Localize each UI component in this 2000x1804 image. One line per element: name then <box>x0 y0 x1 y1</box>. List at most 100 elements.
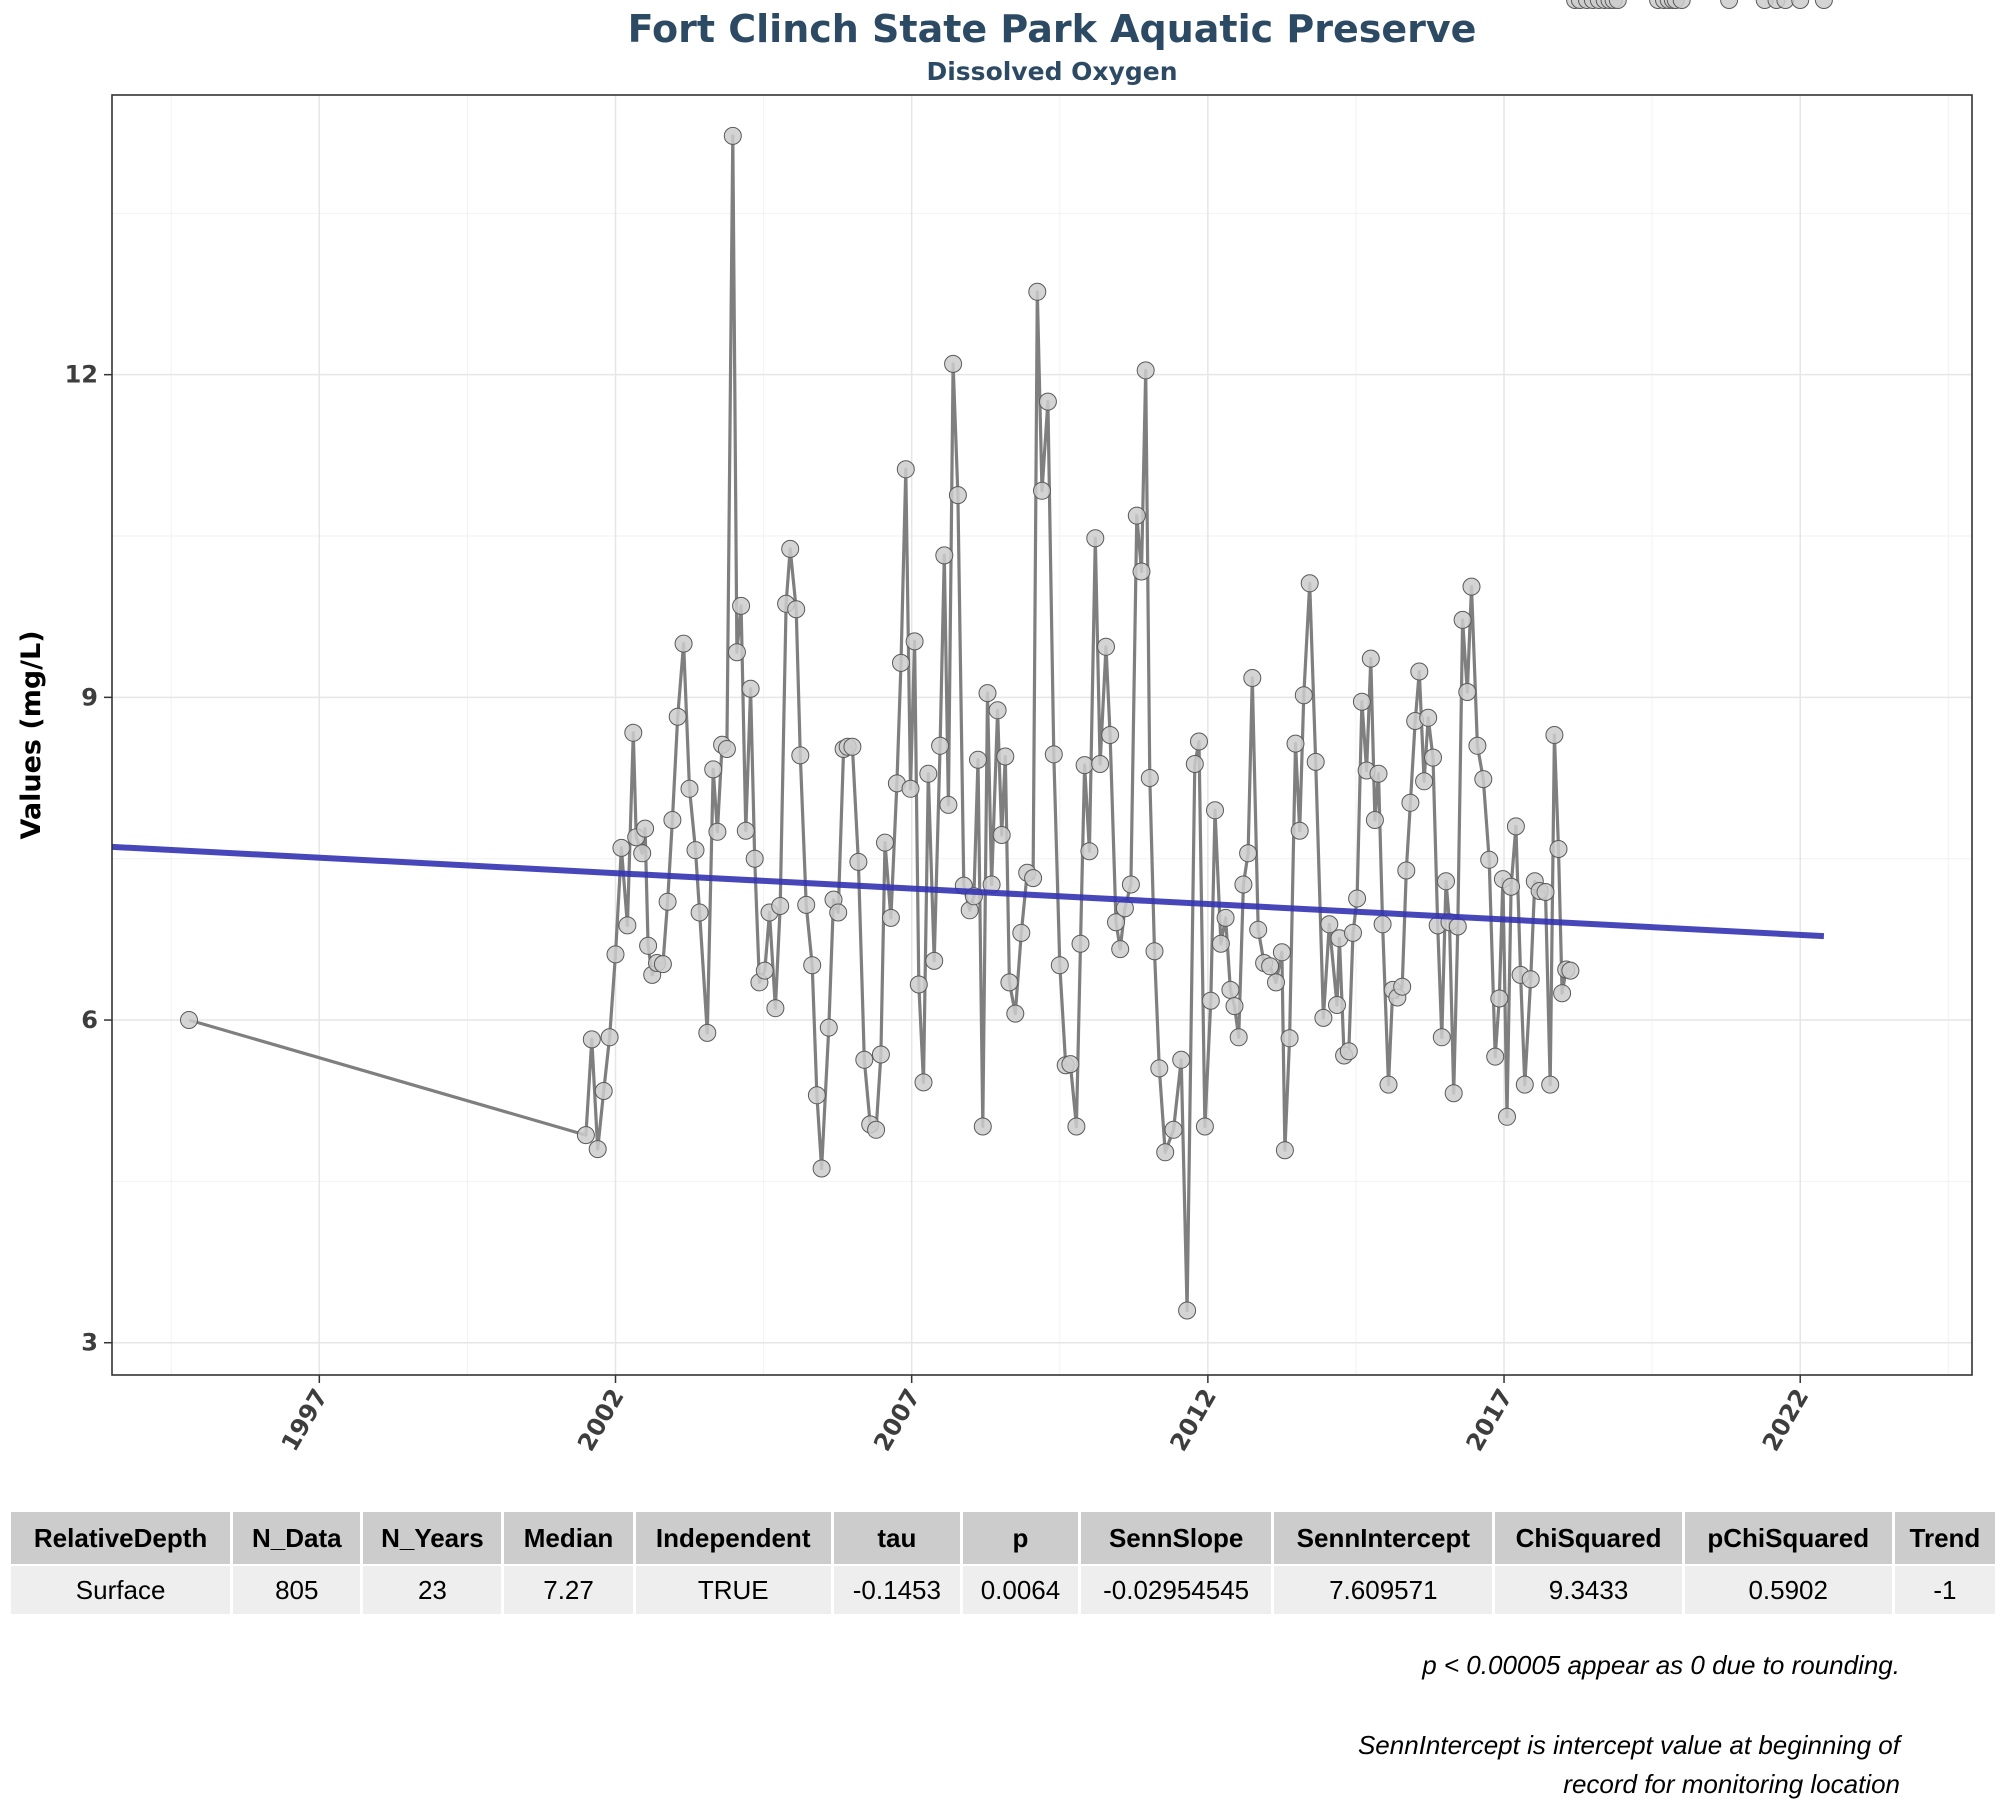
data-point <box>1050 956 1069 975</box>
data-point <box>925 951 944 970</box>
data-point <box>1185 755 1204 773</box>
data-point <box>698 1023 717 1042</box>
data-point <box>1352 692 1371 711</box>
data-point <box>1545 726 1564 744</box>
data-point <box>896 460 915 479</box>
data-point <box>1086 529 1105 548</box>
data-point <box>1294 686 1313 705</box>
data-point <box>1000 973 1019 992</box>
data-point <box>1401 793 1420 812</box>
data-point <box>876 833 894 852</box>
data-point <box>624 723 643 742</box>
data-point <box>663 811 682 829</box>
y-tick-label: 3 <box>81 1329 98 1357</box>
x-axis: 1997 2002 2007 2012 2017 2022 <box>276 1375 1814 1456</box>
data-point <box>992 826 1011 844</box>
data-point <box>812 1159 831 1178</box>
data-point <box>819 1018 838 1037</box>
data-point <box>723 126 742 145</box>
data-point <box>892 653 910 672</box>
data-point <box>717 740 736 758</box>
data-point <box>1553 984 1572 1003</box>
data-point <box>1267 973 1285 992</box>
data-point <box>871 1045 890 1064</box>
data-point <box>1608 0 1627 9</box>
data-point <box>1121 875 1140 894</box>
data-point <box>1393 977 1412 996</box>
data-point <box>1453 610 1472 629</box>
data-point <box>939 795 958 814</box>
stats-cell-n_years: 23 <box>363 1564 502 1614</box>
data-point <box>1091 755 1110 773</box>
data-point <box>1369 764 1388 783</box>
trend-line <box>111 843 1825 940</box>
data-point <box>803 956 822 975</box>
data-point <box>727 643 746 662</box>
data-point <box>1225 997 1244 1016</box>
x-tick-label: 2007 <box>868 1384 926 1456</box>
data-point <box>766 999 785 1018</box>
chart: Fort Clinch State Park Aquatic Preserve … <box>16 0 1973 1456</box>
data-point <box>1814 0 1833 9</box>
data-point <box>582 1030 601 1049</box>
data-point <box>1549 840 1568 858</box>
note-intercept-line2: record for monitoring location <box>1563 1769 1900 1799</box>
stats-cell-n_data: 805 <box>233 1564 361 1614</box>
data-point <box>1490 989 1509 1008</box>
data-point <box>1314 1008 1333 1027</box>
data-point <box>1221 980 1240 999</box>
stats-header-chisquared: ChiSquared <box>1495 1512 1682 1564</box>
data-point <box>978 684 997 703</box>
data-point <box>1521 970 1540 989</box>
data-point <box>996 747 1015 766</box>
stats-cell-p: 0.0064 <box>962 1564 1079 1614</box>
data-point <box>1101 726 1120 744</box>
data-point <box>618 916 637 935</box>
data-point <box>1239 844 1258 863</box>
data-point <box>1672 0 1691 9</box>
data-point <box>1038 392 1057 411</box>
stats-header-n_data: N_Data <box>233 1512 361 1564</box>
data-point <box>1127 506 1146 525</box>
data-point <box>653 955 672 974</box>
data-point <box>1486 1047 1505 1066</box>
data-point <box>1448 917 1467 936</box>
data-point <box>1275 1141 1294 1160</box>
data-point <box>807 1086 826 1105</box>
data-point <box>931 736 950 755</box>
data-point <box>1306 752 1325 771</box>
data-point <box>988 701 1007 720</box>
data-point <box>1397 861 1416 880</box>
data-point <box>755 961 774 980</box>
data-point <box>1424 748 1442 767</box>
y-tick-label: 12 <box>65 361 98 389</box>
data-point <box>1515 1075 1534 1094</box>
data-point <box>1243 669 1262 687</box>
stats-cell-trend: -1 <box>1894 1564 1995 1614</box>
data-point <box>606 945 625 964</box>
data-point <box>1339 1042 1358 1061</box>
plot-panel <box>111 94 1973 1376</box>
data-point <box>658 892 677 911</box>
data-point <box>1006 1004 1025 1023</box>
data-point <box>843 737 862 756</box>
data-point <box>1541 1075 1560 1094</box>
data-point <box>1458 683 1477 701</box>
data-point <box>732 596 751 615</box>
data-point <box>1044 745 1063 764</box>
stats-header-row: RelativeDepth N_Data N_Years Median Independ… <box>11 1512 1995 1564</box>
data-point <box>1234 875 1253 894</box>
data-point <box>736 821 755 840</box>
data-point <box>1206 801 1224 820</box>
data-point <box>674 634 693 653</box>
data-point <box>1028 282 1047 301</box>
data-point <box>881 908 900 927</box>
x-tick-label: 1997 <box>276 1384 334 1456</box>
data-point <box>855 1050 874 1069</box>
data-point <box>1061 1055 1080 1074</box>
data-point <box>1373 915 1392 934</box>
stats-cell-sennslope: -0.02954545 <box>1081 1564 1272 1614</box>
data-point <box>797 895 816 914</box>
stats-cell-chisquared: 9.3433 <box>1495 1564 1682 1614</box>
data-point <box>944 354 963 373</box>
